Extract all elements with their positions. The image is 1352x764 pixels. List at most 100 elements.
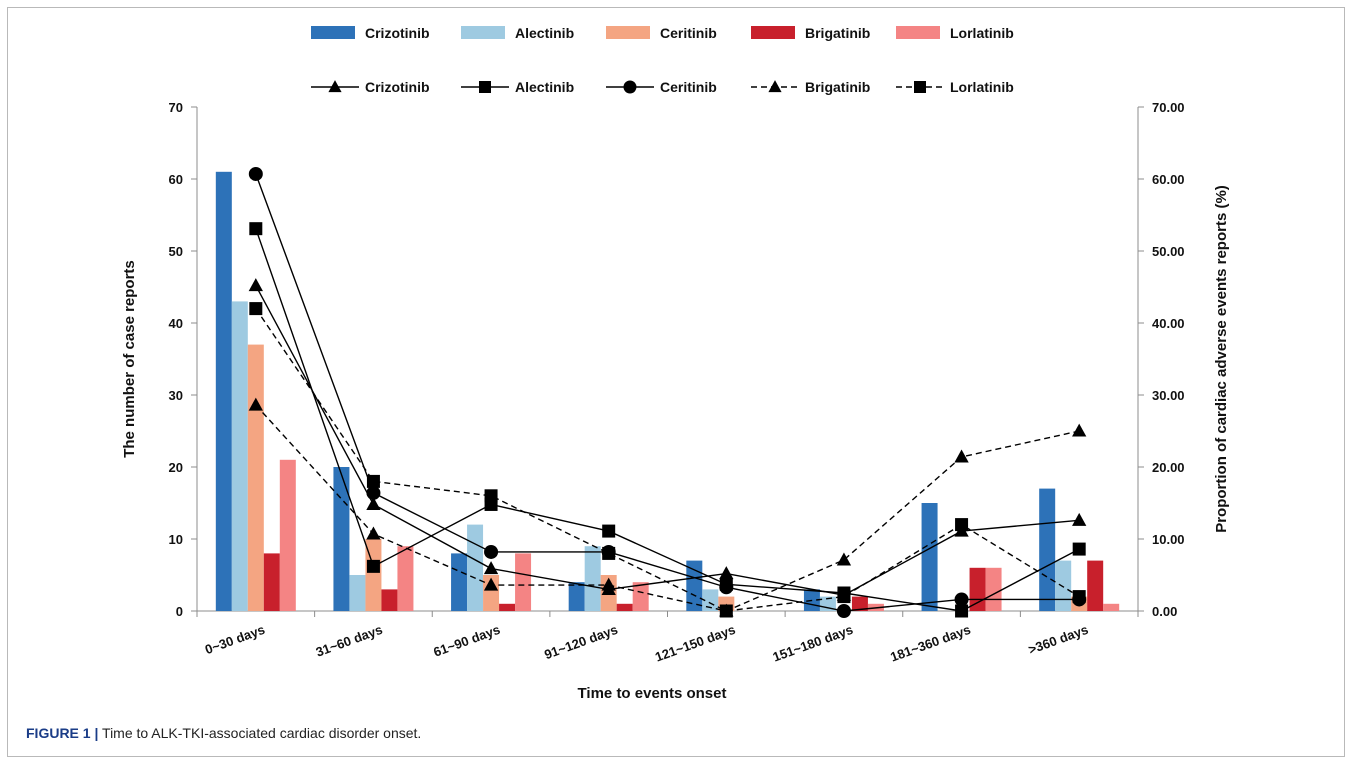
legend-marker-crizotinib	[328, 80, 342, 93]
point-lorlatinib-dashed-2	[484, 489, 498, 503]
bar-lorlatinib-3	[632, 582, 649, 611]
legend-swatch-ceritinib	[606, 26, 650, 39]
x-tick-label: 91~120 days	[542, 622, 619, 662]
line-lorlatinib-dashed	[255, 308, 1080, 612]
point-crizotinib-solid-2	[483, 561, 499, 575]
point-alectinib-solid-0	[249, 222, 263, 236]
bar-alectinib-3	[584, 546, 601, 611]
bar-alectinib-2	[467, 524, 484, 611]
point-alectinib-solid-6	[955, 604, 969, 618]
y2-tick-label: 10.00	[1152, 532, 1185, 547]
point-ceritinib-solid-1	[366, 485, 381, 500]
legend-swatch-crizotinib	[311, 26, 355, 39]
bar-lorlatinib-6	[985, 567, 1002, 611]
point-crizotinib-solid-4	[719, 566, 734, 580]
x-tick-label: >360 days	[1026, 622, 1090, 657]
y-tick-label: 50	[169, 244, 183, 259]
point-ceritinib-solid-6	[954, 592, 969, 607]
point-alectinib-solid-7	[1072, 542, 1086, 556]
x-tick-label: 121~150 days	[653, 622, 737, 665]
bar-brigatinib-0	[263, 553, 280, 611]
y-tick-label: 0	[176, 604, 183, 619]
point-lorlatinib-dashed-7	[1072, 590, 1086, 604]
bar-series-group	[215, 171, 1120, 612]
point-lorlatinib-dashed-4	[719, 604, 733, 618]
bar-brigatinib-6	[969, 567, 986, 611]
y2-tick-label: 0.00	[1152, 604, 1177, 619]
bar-lorlatinib-1	[397, 546, 414, 611]
legend-swatch-lorlatinib	[896, 26, 940, 39]
legend-label-line-crizotinib: Crizotinib	[365, 79, 430, 95]
x-tick-label: 31~60 days	[314, 622, 385, 660]
point-crizotinib-solid-0	[248, 278, 263, 292]
point-lorlatinib-dashed-3	[602, 546, 616, 560]
point-lorlatinib-dashed-1	[366, 474, 380, 488]
line-ceritinib-solid	[255, 173, 1080, 612]
legend-marker-alectinib	[479, 81, 491, 93]
y2-tick-label: 20.00	[1152, 460, 1185, 475]
line-alectinib-solid	[255, 228, 1080, 612]
y-axis-label: The number of case reports	[121, 260, 138, 458]
bar-brigatinib-5	[851, 596, 868, 611]
y2-tick-label: 60.00	[1152, 172, 1185, 187]
caption-separator: |	[94, 725, 99, 741]
point-lorlatinib-dashed-5	[837, 590, 851, 604]
x-tick-label: 0~30 days	[203, 622, 267, 657]
point-alectinib-solid-3	[602, 524, 616, 538]
point-alectinib-solid-1	[366, 559, 380, 573]
legend-label-bar-ceritinib: Ceritinib	[660, 25, 717, 41]
bar-crizotinib-0	[215, 171, 232, 612]
point-brigatinib-dashed-5	[836, 552, 852, 566]
y2-tick-label: 40.00	[1152, 316, 1185, 331]
point-lorlatinib-dashed-0	[249, 302, 263, 316]
bar-brigatinib-1	[381, 589, 398, 611]
legend-label-bar-brigatinib: Brigatinib	[805, 25, 870, 41]
legend-marker-lorlatinib	[914, 81, 926, 93]
bar-brigatinib-2	[499, 603, 516, 611]
figure-caption: FIGURE 1 | Time to ALK-TKI-associated ca…	[26, 725, 421, 741]
x-tick-label: 61~90 days	[431, 622, 502, 660]
y-tick-label: 20	[169, 460, 183, 475]
legend-label-line-lorlatinib: Lorlatinib	[950, 79, 1014, 95]
bar-alectinib-4	[702, 589, 719, 611]
bar-lorlatinib-0	[279, 459, 296, 611]
point-brigatinib-dashed-6	[954, 449, 969, 463]
bar-crizotinib-3	[568, 582, 585, 611]
legend-label-bar-crizotinib: Crizotinib	[365, 25, 430, 41]
legend-label-bar-lorlatinib: Lorlatinib	[950, 25, 1014, 41]
bar-alectinib-0	[231, 301, 248, 611]
bar-crizotinib-2	[451, 553, 468, 611]
bar-alectinib-1	[349, 575, 366, 611]
point-brigatinib-dashed-3	[601, 577, 616, 591]
bar-brigatinib-3	[616, 603, 633, 611]
y-tick-label: 60	[169, 172, 183, 187]
legend-label-line-alectinib: Alectinib	[515, 79, 574, 95]
x-tick-label: 151~180 days	[771, 622, 855, 665]
legend-label-line-ceritinib: Ceritinib	[660, 79, 717, 95]
legend-swatch-brigatinib	[751, 26, 795, 39]
point-brigatinib-dashed-0	[248, 397, 263, 411]
point-brigatinib-dashed-1	[366, 526, 381, 540]
bar-lorlatinib-2	[515, 553, 532, 611]
y-tick-label: 30	[169, 388, 183, 403]
bar-crizotinib-7	[1039, 488, 1056, 611]
bar-ceritinib-2	[483, 575, 500, 611]
point-crizotinib-solid-1	[366, 497, 381, 510]
point-ceritinib-solid-0	[248, 166, 263, 181]
legend-label-bar-alectinib: Alectinib	[515, 25, 574, 41]
legend: Crizotinib Alectinib Ceritinib Brigatinib Lo…	[311, 25, 1014, 95]
bar-crizotinib-4	[686, 560, 703, 611]
point-crizotinib-solid-7	[1072, 512, 1087, 526]
bar-lorlatinib-7	[1103, 603, 1120, 611]
x-tick-label: 181~360 days	[888, 622, 972, 665]
point-lorlatinib-dashed-6	[955, 518, 969, 532]
y2-tick-label: 30.00	[1152, 388, 1185, 403]
y2-tick-label: 50.00	[1152, 244, 1185, 259]
caption-label: FIGURE 1	[26, 725, 91, 741]
bar-brigatinib-7	[1087, 560, 1104, 611]
bar-crizotinib-6	[921, 503, 938, 611]
y2-tick-label: 70.00	[1152, 100, 1185, 115]
legend-marker-ceritinib	[623, 80, 637, 94]
point-ceritinib-solid-2	[484, 544, 499, 559]
